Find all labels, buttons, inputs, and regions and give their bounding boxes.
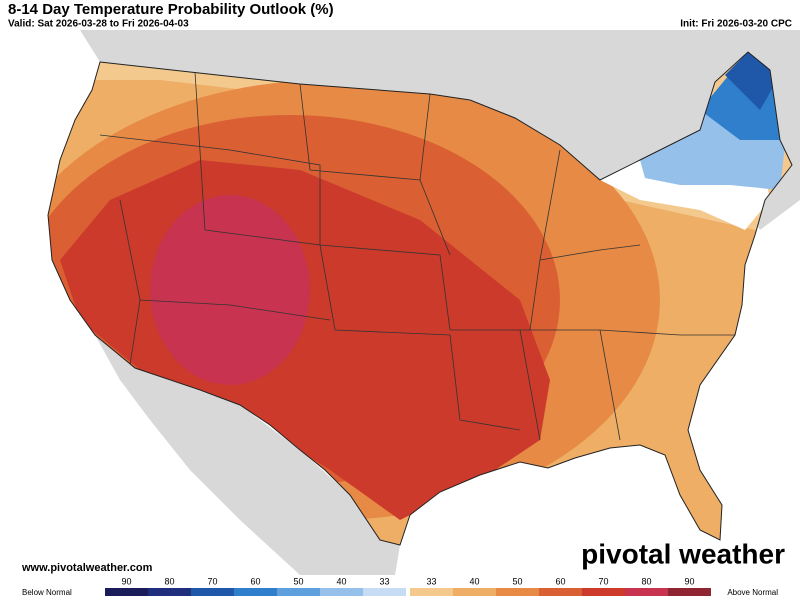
legend-swatch	[234, 588, 277, 596]
legend-swatch	[410, 588, 453, 596]
legend-swatch	[105, 588, 148, 596]
legend-swatch	[582, 588, 625, 596]
legend-label: 60	[250, 576, 260, 586]
legend-label: 50	[512, 576, 522, 586]
legend-swatch	[191, 588, 234, 596]
legend-label: 80	[641, 576, 651, 586]
us-outline	[47, 51, 793, 546]
header-bg	[0, 0, 800, 30]
legend-label: 60	[555, 576, 565, 586]
state-lines	[99, 71, 735, 441]
legend-label: 33	[379, 576, 389, 586]
legend-swatch	[148, 588, 191, 596]
legend: 90 80 70 60 50 40 33 33 40 50 60 70 80 90	[105, 576, 711, 596]
title: 8-14 Day Temperature Probability Outlook…	[8, 1, 334, 18]
brand: pivotal weather	[581, 538, 785, 569]
band-80	[150, 195, 310, 385]
legend-label: 90	[684, 576, 694, 586]
legend-swatch	[539, 588, 582, 596]
canada	[60, 30, 800, 230]
legend-swatch	[625, 588, 668, 596]
legend-label: 50	[293, 576, 303, 586]
legend-swatch	[320, 588, 363, 596]
legend-label: 70	[598, 576, 608, 586]
legend-swatch	[363, 588, 406, 596]
above-normal-label: Above Normal	[727, 588, 778, 597]
init-time: Init: Fri 2026-03-20 CPC	[680, 19, 792, 30]
legend-label: 70	[207, 576, 217, 586]
legend-swatch	[453, 588, 496, 596]
below-normal-label: Below Normal	[22, 588, 72, 597]
legend-label: 90	[121, 576, 131, 586]
website: www.pivotalweather.com	[21, 562, 153, 574]
legend-label: 80	[164, 576, 174, 586]
valid-time: Valid: Sat 2026-03-28 to Fri 2026-04-03	[8, 19, 189, 30]
mexico	[95, 335, 400, 575]
legend-label: 33	[426, 576, 436, 586]
legend-label: 40	[336, 576, 346, 586]
legend-swatch	[496, 588, 539, 596]
legend-swatch	[277, 588, 320, 596]
legend-label: 40	[469, 576, 479, 586]
legend-swatch	[668, 588, 711, 596]
